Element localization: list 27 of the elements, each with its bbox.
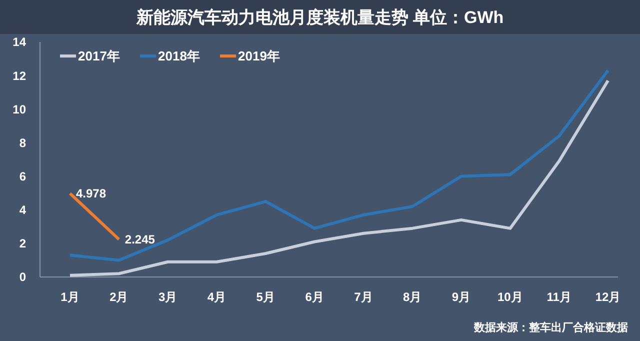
x-tick-label: 1月 (60, 290, 80, 304)
x-tick-label: 6月 (305, 290, 324, 304)
x-tick-label: 5月 (256, 290, 275, 304)
x-tick-label: 8月 (403, 290, 422, 304)
y-tick-label: 12 (12, 68, 26, 83)
chart-title: 新能源汽车动力电池月度装机量走势 单位：GWh (135, 8, 504, 27)
y-tick-label: 6 (19, 169, 26, 184)
x-tick-label: 10月 (498, 290, 523, 304)
data-label: 2.245 (124, 232, 156, 247)
legend-label: 2019年 (238, 48, 280, 64)
data-label: 4.978 (76, 186, 106, 201)
y-tick-label: 4 (19, 203, 26, 218)
x-tick-label: 3月 (158, 290, 178, 304)
x-tick-label: 4月 (207, 290, 226, 304)
x-tick-label: 11月 (546, 290, 572, 304)
y-tick-label: 8 (19, 136, 26, 150)
source-note: 数据来源：整车出厂合格证数据 (473, 321, 628, 334)
y-tick-label: 2 (19, 236, 26, 251)
x-tick-label: 9月 (452, 290, 471, 304)
legend-label: 2018年 (158, 48, 200, 64)
x-tick-label: 2月 (110, 290, 128, 304)
x-tick-label: 12月 (595, 290, 621, 304)
x-tick-label: 7月 (354, 290, 373, 304)
y-tick-label: 0 (19, 270, 26, 284)
y-tick-label: 14 (12, 35, 26, 50)
y-tick-label: 10 (12, 102, 26, 116)
legend-label: 2017年 (78, 48, 120, 64)
